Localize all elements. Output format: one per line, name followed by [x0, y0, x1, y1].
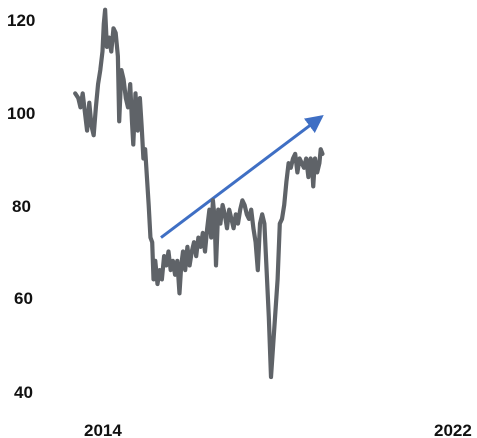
y-tick-label-120: 120	[7, 11, 35, 30]
y-tick-label-40: 40	[14, 383, 33, 402]
x-tick-label-2014: 2014	[84, 421, 122, 438]
x-axis: 2014 2022	[84, 421, 472, 438]
y-tick-label-80: 80	[12, 197, 31, 216]
series-line	[73, 7, 325, 380]
y-tick-label-60: 60	[14, 289, 33, 308]
y-tick-label-100: 100	[7, 104, 35, 123]
y-axis: 120 100 80 60 40	[7, 11, 35, 402]
x-tick-label-2022: 2022	[434, 421, 472, 438]
plot-area	[73, 7, 325, 380]
trend-arrow	[160, 115, 324, 239]
